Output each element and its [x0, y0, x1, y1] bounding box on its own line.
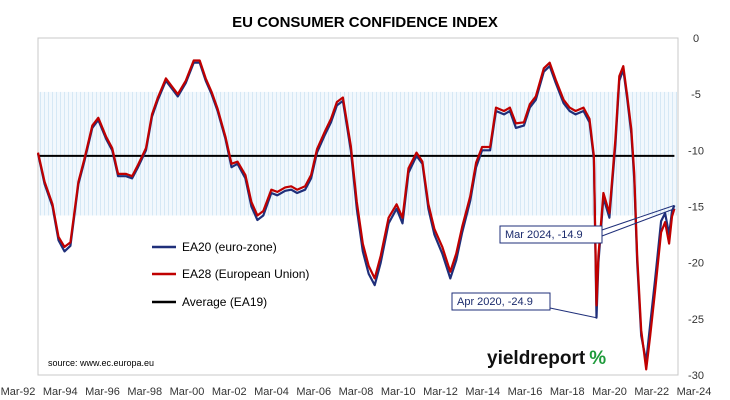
- annotation-leader: [601, 208, 675, 237]
- legend-label: Average (EA19): [182, 295, 267, 309]
- legend-label: EA20 (euro-zone): [182, 240, 277, 254]
- x-tick-label: Mar-16: [508, 386, 543, 398]
- x-tick-label: Mar-20: [592, 386, 627, 398]
- source-note: source: www.ec.europa.eu: [48, 358, 154, 368]
- annotation-label: Mar 2024, -14.9: [505, 229, 583, 241]
- x-tick-label: Mar-00: [170, 386, 205, 398]
- annotation-box: [499, 225, 603, 244]
- brand-main: yieldreport: [487, 348, 586, 369]
- y-tick-label: -30: [688, 370, 704, 382]
- y-tick-label: -10: [688, 145, 704, 157]
- x-tick-label: Mar-02: [212, 386, 247, 398]
- x-tick-label: Mar-98: [127, 386, 162, 398]
- annotation-leader: [601, 204, 675, 231]
- brand-percent-icon: %: [589, 348, 606, 369]
- y-tick-label: -5: [691, 89, 701, 101]
- x-tick-label: Mar-04: [254, 386, 289, 398]
- x-tick-label: Mar-22: [634, 386, 669, 398]
- y-axis: 0 -5 -10 -15 -20 -25 -30: [688, 33, 704, 382]
- yieldreport-logo: yieldreport%: [487, 348, 606, 369]
- x-tick-label: Mar-14: [465, 386, 500, 398]
- annotations: Mar 2024, -14.9 Apr 2020, -24.9: [451, 204, 675, 319]
- x-tick-label: Mar-96: [85, 386, 120, 398]
- y-tick-label: -25: [688, 314, 704, 326]
- x-axis: Mar-92 Mar-94 Mar-96 Mar-98 Mar-00 Mar-02 Mar-…: [1, 386, 712, 398]
- annotation-leader: [549, 307, 597, 319]
- annotation-box: [451, 292, 551, 311]
- annotation-label: Apr 2020, -24.9: [457, 296, 533, 308]
- x-tick-label: Mar-18: [550, 386, 585, 398]
- legend: EA20 (euro-zone) EA28 (European Union) Ave…: [152, 240, 309, 309]
- y-tick-label: 0: [693, 33, 699, 45]
- x-tick-label: Mar-24: [677, 386, 712, 398]
- x-tick-label: Mar-92: [1, 386, 36, 398]
- series-line-ea28: [36, 59, 676, 371]
- chart-title: EU CONSUMER CONFIDENCE INDEX: [232, 14, 498, 31]
- x-tick-label: Mar-12: [423, 386, 458, 398]
- x-tick-label: Mar-94: [43, 386, 78, 398]
- x-tick-label: Mar-06: [296, 386, 331, 398]
- brand-wordmark: yieldreport%: [487, 348, 606, 369]
- y-tick-label: -20: [688, 258, 704, 270]
- x-tick-label: Mar-08: [339, 386, 374, 398]
- legend-label: EA28 (European Union): [182, 267, 309, 281]
- average-range-band: [39, 91, 677, 216]
- x-tick-label: Mar-10: [381, 386, 416, 398]
- y-tick-label: -15: [688, 202, 704, 214]
